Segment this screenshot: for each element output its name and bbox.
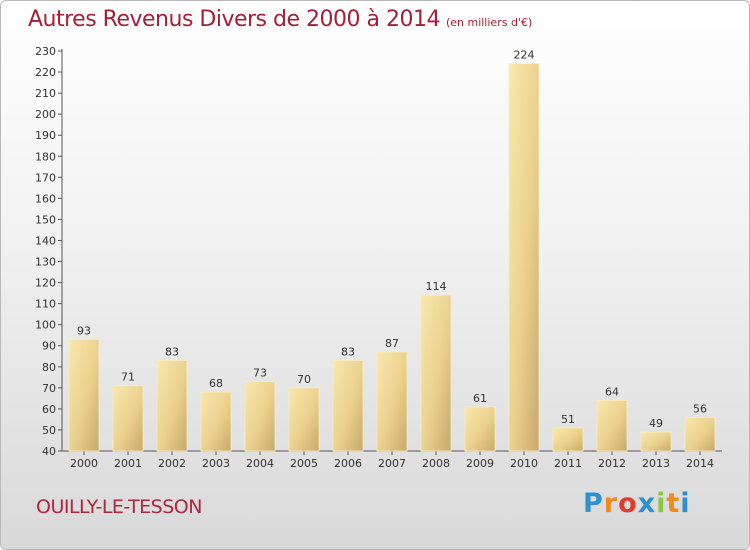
bar [68,339,100,452]
y-tick-label: 150 [35,213,56,226]
bar-group: 114 [420,280,452,452]
x-tick-label: 2007 [378,457,406,470]
bar-value-label: 71 [121,371,135,384]
bar [332,360,364,452]
bar-value-label: 51 [561,413,575,426]
bar-group: 93 [68,324,100,452]
y-tick-label: 160 [35,192,56,205]
y-tick-label: 80 [42,361,56,374]
x-tick-label: 2009 [466,457,494,470]
bar [508,63,540,452]
bar-group: 70 [288,373,320,452]
bar-value-label: 68 [209,377,223,390]
y-tick-label: 200 [35,108,56,121]
y-tick-label: 100 [35,319,56,332]
bars-group: 93 71 83 68 73 70 83 87 114 61 224 51 64 49 56 [68,49,716,452]
bar-group: 51 [552,413,584,452]
bar [112,385,144,452]
chart-title: Autres Revenus Divers de 2000 à 2014 (en … [28,7,532,32]
bar [552,427,584,452]
x-tick-label: 2004 [246,457,274,470]
x-tick-label: 2014 [686,457,714,470]
y-tick-label: 180 [35,150,56,163]
bar-value-label: 73 [253,367,267,380]
bar-group: 224 [508,49,540,452]
y-tick-label: 210 [35,87,56,100]
y-tick-label: 60 [42,403,56,416]
x-tick-label: 2005 [290,457,318,470]
bar-value-label: 70 [297,373,311,386]
y-tick-label: 230 [35,45,56,58]
bar-group: 87 [376,337,408,452]
chart-title-text: Autres Revenus Divers de 2000 à 2014 [28,7,440,32]
y-tick-label: 170 [35,171,56,184]
bar-value-label: 64 [605,385,619,398]
bar-value-label: 224 [514,49,535,62]
bar [244,381,276,452]
y-tick-label: 130 [35,256,56,269]
bar [596,400,628,452]
y-tick-label: 220 [35,66,56,79]
bar-group: 83 [156,345,188,452]
bar-value-label: 49 [649,417,663,430]
bar [288,387,320,452]
x-tick-label: 2011 [554,457,582,470]
x-tick-label: 2006 [334,457,362,470]
bar-group: 49 [640,417,672,452]
x-tick-label: 2003 [202,457,230,470]
y-tick-label: 120 [35,277,56,290]
bar-group: 83 [332,345,364,452]
y-tick-label: 40 [42,445,56,458]
bar-group: 68 [200,377,232,452]
x-tick-label: 2010 [510,457,538,470]
y-tick-label: 50 [42,424,56,437]
x-tick-label: 2001 [114,457,142,470]
bar [640,431,672,452]
bar-value-label: 87 [385,337,399,350]
bar-group: 61 [464,392,496,452]
bar-group: 73 [244,367,276,452]
bar [376,351,408,452]
bar-value-label: 114 [426,280,447,293]
chart-unit-note: (en milliers d'€) [445,16,533,29]
bar-value-label: 56 [693,402,707,415]
x-tick-label: 2000 [70,457,98,470]
bar [464,406,496,452]
bar-group: 64 [596,385,628,452]
y-tick-label: 190 [35,129,56,142]
proxiti-logo[interactable]: Proxiti [583,488,691,519]
bar [420,294,452,452]
x-tick-label: 2008 [422,457,450,470]
y-tick-label: 110 [35,298,56,311]
y-tick-label: 90 [42,340,56,353]
y-tick-label: 140 [35,234,56,247]
bar-value-label: 93 [77,324,91,337]
y-tick-label: 70 [42,382,56,395]
x-tick-label: 2002 [158,457,186,470]
x-tick-label: 2013 [642,457,670,470]
bar-value-label: 83 [165,345,179,358]
bar-value-label: 83 [341,345,355,358]
bar [684,416,716,452]
axes: 40 50 60 70 80 90 100 110 120 130 140 150 160 170 180 1… [35,45,722,470]
place-name: OUILLY-LE-TESSON [36,496,202,518]
bar-group: 71 [112,371,144,452]
bar [156,360,188,452]
x-tick-label: 2012 [598,457,626,470]
bar [200,391,232,452]
bar-group: 56 [684,402,716,452]
bar-value-label: 61 [473,392,487,405]
